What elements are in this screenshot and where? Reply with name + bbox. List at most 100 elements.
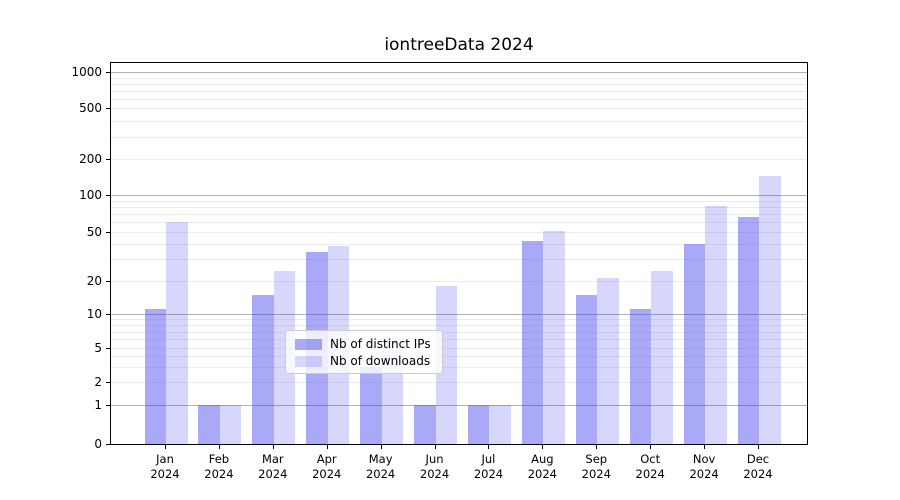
x-tick-label: Jul 2024 (473, 452, 504, 481)
bar-downloads-dec (759, 175, 781, 444)
y-tick-label: 50 (86, 224, 102, 239)
y-tick (106, 108, 110, 110)
x-tick-label: Feb 2024 (204, 452, 234, 481)
legend-label-downloads: Nb of downloads (330, 354, 431, 368)
bar-ips-dec (737, 217, 759, 444)
y-tick-label: 0 (94, 437, 102, 451)
y-tick-label: 2 (94, 375, 102, 390)
gridline-minor (111, 331, 807, 333)
y-tick-label: 100 (79, 188, 102, 202)
gridline-minor (111, 222, 807, 224)
downloads-swatch-icon (295, 355, 322, 367)
gridline-minor (111, 90, 807, 92)
bar-downloads-sep (597, 278, 619, 444)
gridline-minor (111, 98, 807, 100)
x-tick (272, 445, 274, 449)
x-tick (704, 445, 706, 449)
gridline-major (111, 72, 807, 74)
x-tick (758, 445, 759, 449)
bar-downloads-aug (543, 230, 565, 444)
y-tick (106, 72, 110, 74)
x-tick-label: Mar 2024 (258, 452, 288, 481)
y-tick-label: 5 (94, 340, 102, 355)
gridline-minor (111, 206, 807, 208)
ips-swatch-icon (295, 338, 322, 350)
gridline-minor (111, 356, 807, 358)
bar-ips-feb (198, 405, 220, 444)
gridline-minor (111, 347, 807, 349)
x-tick (165, 445, 166, 449)
gridline-major (111, 195, 807, 197)
gridline-minor (111, 108, 807, 110)
gridline-minor (111, 319, 807, 321)
x-tick-label: Aug 2024 (527, 452, 557, 481)
x-tick-label: Oct 2024 (635, 452, 665, 481)
y-tick-label: 200 (79, 152, 102, 166)
x-tick-label: Jan 2024 (150, 452, 180, 481)
x-tick-label: Sep 2024 (581, 452, 611, 481)
x-tick-label: Jun 2024 (419, 452, 450, 481)
gridline-minor (111, 367, 807, 369)
legend-label-ips: Nb of distinct IPs (330, 337, 431, 351)
gridline-minor (111, 243, 807, 245)
bar-downloads-jun (435, 285, 458, 444)
y-tick (106, 382, 110, 384)
gridline-major (111, 405, 807, 407)
x-tick (380, 445, 382, 449)
gridline-minor (111, 159, 807, 161)
bar-downloads-jul (489, 405, 511, 444)
plot-area (110, 62, 808, 445)
gridline-minor (111, 77, 807, 79)
y-tick (106, 314, 110, 315)
bar-ips-aug (521, 241, 544, 444)
y-tick (106, 444, 110, 445)
y-tick (106, 405, 110, 406)
bar-ips-nov (683, 243, 706, 444)
gridline-minor (111, 120, 807, 122)
x-tick-label: May 2024 (365, 452, 396, 481)
y-tick-label: 500 (79, 101, 102, 116)
x-tick (326, 445, 328, 449)
x-tick (218, 445, 220, 449)
bar-downloads-jan (166, 222, 188, 444)
bar-downloads-mar (273, 270, 296, 444)
gridline-minor (111, 213, 807, 215)
gridline-minor (111, 83, 807, 85)
gridline-minor (111, 136, 807, 138)
y-tick-label: 1 (94, 398, 102, 412)
gridline-major (111, 314, 807, 316)
bar-ips-jan (144, 309, 166, 444)
x-tick (542, 445, 544, 449)
gridline-minor (111, 231, 807, 233)
x-tick (488, 445, 490, 449)
x-tick (434, 445, 436, 449)
gridline-minor (111, 280, 807, 282)
bar-downloads-nov (705, 205, 727, 444)
legend-item-downloads: Nb of downloads (295, 353, 434, 369)
gridline-minor (111, 259, 807, 261)
y-tick (106, 231, 110, 233)
bar-ips-may (360, 367, 382, 444)
bar-downloads-oct (651, 270, 673, 444)
bar-ips-jul (467, 405, 490, 444)
y-tick (106, 159, 110, 160)
bar-ips-oct (629, 309, 652, 444)
x-tick-label: Dec 2024 (743, 452, 773, 481)
bar-downloads-feb (219, 405, 242, 444)
x-tick (596, 445, 598, 449)
y-tick-label: 20 (86, 273, 102, 288)
gridline-minor (111, 200, 807, 202)
gridline-minor (111, 324, 807, 326)
y-tick-label: 10 (86, 307, 102, 321)
chart-title: iontreeData 2024 (384, 35, 534, 55)
x-tick-label: Nov 2024 (689, 452, 719, 481)
bar-ips-jun (414, 405, 436, 444)
legend-item-ips: Nb of distinct IPs (295, 336, 434, 352)
y-tick (106, 347, 110, 349)
y-tick (106, 195, 110, 196)
gridline-minor (111, 339, 807, 341)
y-tick-label: 1000 (71, 65, 102, 80)
bar-ips-mar (252, 294, 274, 444)
y-tick (106, 280, 110, 282)
